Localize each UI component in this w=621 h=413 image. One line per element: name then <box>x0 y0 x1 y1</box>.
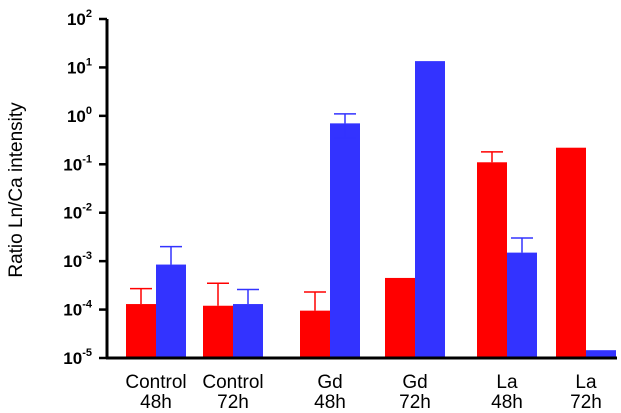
y-tick-label: 10-4 <box>63 299 93 320</box>
y-tick-label: 101 <box>67 56 92 77</box>
bar-series2-3 <box>415 61 445 358</box>
bar-series2-5 <box>586 350 616 358</box>
y-ticks-layer: 10-5 10-4 10-3 10-2 10-1 100 101 102 <box>63 8 107 368</box>
bar-series1-5 <box>556 147 586 358</box>
x-category-label: Gd 48h <box>314 372 346 413</box>
y-tick-label: 10-2 <box>63 202 92 223</box>
bar-series1-0 <box>126 304 156 358</box>
x-labels-layer: Control 48h Control 72h Gd 48h Gd 72h La 48h La 72h <box>125 372 601 413</box>
bar-series1-1 <box>203 305 233 358</box>
bar-series1-3 <box>385 277 415 358</box>
bar-series1-2 <box>300 310 330 358</box>
error-bars-layer <box>130 113 533 311</box>
x-category-label: Control 72h <box>202 372 263 413</box>
y-axis-title: Ratio Ln/Ca intensity <box>6 102 27 278</box>
bar-series2-2 <box>330 123 360 358</box>
bar-series2-4 <box>507 252 537 358</box>
y-tick-label: 10-3 <box>63 250 92 271</box>
x-category-label: Gd 72h <box>399 372 431 413</box>
y-tick-label: 10-1 <box>63 153 92 174</box>
x-category-label: La 72h <box>570 372 602 413</box>
x-category-label: La 48h <box>491 372 523 413</box>
y-tick-label: 102 <box>67 8 92 29</box>
bar-series1-4 <box>477 162 507 358</box>
x-category-label: Control 48h <box>125 372 186 413</box>
y-tick-label: 10-5 <box>63 347 92 368</box>
bar-series2-1 <box>233 304 263 358</box>
bars-layer <box>126 61 616 358</box>
bar-series2-0 <box>156 264 186 358</box>
y-tick-label: 100 <box>67 105 92 126</box>
